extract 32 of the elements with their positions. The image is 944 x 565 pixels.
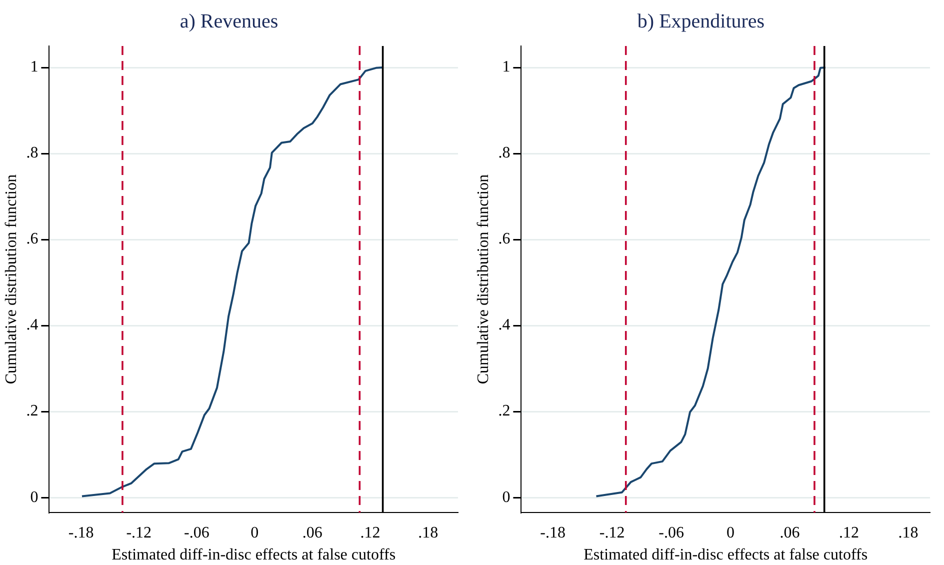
y-tick-label: 0 (30, 488, 38, 506)
y-tick-label: .4 (498, 316, 510, 334)
x-tick-label: 0 (726, 524, 735, 542)
x-axis-title: Estimated diff-in-disc effects at false cutoffs (112, 546, 396, 564)
y-tick-label: .4 (26, 316, 38, 334)
y-tick-label: 0 (502, 488, 510, 506)
x-tick-label: -.12 (126, 524, 152, 542)
y-tick-label: .2 (26, 402, 38, 420)
y-tick-label: .8 (498, 144, 510, 162)
y-tick-label: .6 (498, 230, 510, 248)
y-axis-title: Cumulative distribution function (474, 174, 492, 384)
chart-title: b) Expenditures (637, 10, 765, 32)
x-tick-label: -.18 (68, 524, 94, 542)
y-tick-label: 1 (30, 58, 38, 76)
x-tick-label: .06 (302, 524, 322, 542)
y-tick-label: .8 (26, 144, 38, 162)
chart-title: a) Revenues (180, 10, 278, 32)
x-tick-label: .06 (780, 524, 800, 542)
x-tick-label: -.12 (599, 524, 625, 542)
y-axis-title: Cumulative distribution function (2, 174, 20, 384)
y-tick-label: .2 (498, 402, 510, 420)
x-tick-label: .12 (360, 524, 380, 542)
x-tick-label: -.06 (184, 524, 210, 542)
y-tick-label: .6 (26, 230, 38, 248)
x-tick-label: .12 (839, 524, 860, 542)
y-tick-label: 1 (502, 58, 510, 76)
x-axis-title: Estimated diff-in-disc effects at false cutoffs (584, 546, 868, 564)
x-tick-label: .18 (898, 524, 918, 542)
x-tick-label: .18 (418, 524, 438, 542)
x-tick-label: 0 (250, 524, 259, 542)
x-tick-label: -.06 (658, 524, 684, 542)
x-tick-label: -.18 (540, 524, 566, 542)
